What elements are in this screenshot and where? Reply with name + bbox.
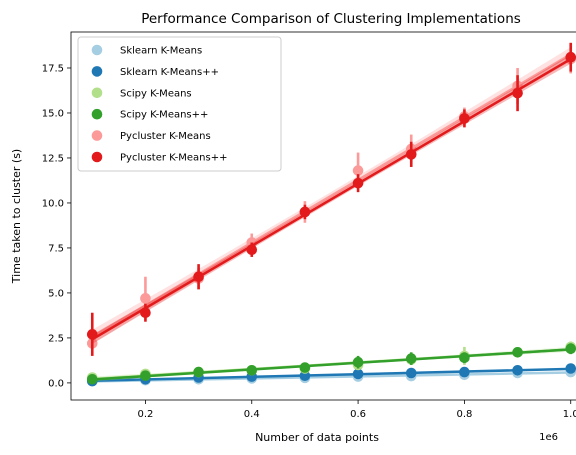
data-point <box>405 367 417 379</box>
x-tick-label: 0.2 <box>137 409 153 420</box>
legend-marker <box>91 108 103 120</box>
plot-frame <box>70 31 576 401</box>
data-point <box>565 51 576 63</box>
regression-line <box>91 53 572 338</box>
data-point <box>512 87 523 99</box>
y-axis-label: Time taken to cluster (s) <box>10 149 23 284</box>
x-tick-label: 0.4 <box>244 409 260 420</box>
y-tick-label: 5.0 <box>48 288 64 299</box>
data-point <box>86 374 98 385</box>
legend-marker <box>91 151 103 163</box>
data-point <box>246 244 258 256</box>
data-point <box>140 293 151 304</box>
data-point <box>193 271 204 283</box>
legend-label: Scipy K-Means++ <box>120 110 208 121</box>
axis-ticks: 0.2 0.4 0.6 0.8 1.0 0.0 2.5 5.0 7.5 10.0 12.5 15.0 1… <box>42 63 576 420</box>
legend-label: Scipy K-Means <box>120 88 192 99</box>
legend: Sklearn K-Means Sklearn K-Means++ Scipy K-… <box>77 36 282 172</box>
legend-marker <box>91 44 103 56</box>
data-point <box>193 366 204 378</box>
x-axis-label: Number of data points <box>255 431 379 444</box>
data-point <box>512 347 523 358</box>
regression-line <box>92 348 571 381</box>
data-point <box>405 149 417 160</box>
y-tick-label: 12.5 <box>42 153 64 164</box>
legend-marker <box>91 66 103 77</box>
data-point <box>352 356 364 368</box>
data-point <box>140 370 151 382</box>
data-point <box>512 365 523 376</box>
data-point <box>299 206 311 218</box>
x-tick-label: 0.8 <box>456 409 472 420</box>
data-point <box>352 177 364 189</box>
data-point <box>565 343 576 355</box>
data-point <box>565 363 576 374</box>
y-tick-label: 10.0 <box>42 198 64 209</box>
data-point <box>459 113 470 124</box>
legend-marker <box>91 87 103 99</box>
data-point <box>405 353 417 364</box>
data-point <box>86 329 98 340</box>
data-point <box>352 368 364 380</box>
legend-label: Sklearn K-Means <box>120 46 202 57</box>
regression-line <box>91 57 572 341</box>
series-3 <box>86 343 576 385</box>
legend-label: Pycluster K-Means++ <box>120 153 227 164</box>
y-tick-label: 2.5 <box>48 333 64 344</box>
data-point <box>140 307 151 319</box>
data-point <box>459 352 470 364</box>
x-tick-label: 0.6 <box>350 409 366 420</box>
y-tick-label: 0.0 <box>48 378 64 389</box>
chart-title: Performance Comparison of Clustering Imp… <box>141 11 521 27</box>
data-point <box>459 366 470 378</box>
plot-area <box>86 42 576 387</box>
regression-line <box>92 367 571 382</box>
y-tick-label: 17.5 <box>42 63 64 74</box>
data-point <box>299 362 311 373</box>
x-tick-label: 1.0 <box>563 409 576 420</box>
legend-label: Pycluster K-Means <box>120 131 211 142</box>
legend-marker <box>91 130 103 141</box>
data-point <box>246 365 258 376</box>
legend-label: Sklearn K-Means++ <box>120 67 219 78</box>
legend-frame <box>77 36 282 172</box>
y-tick-label: 7.5 <box>48 243 64 254</box>
y-tick-label: 15.0 <box>42 108 64 119</box>
series-5 <box>86 42 576 356</box>
x-axis-offset-label: 1e6 <box>539 432 558 443</box>
data-point <box>352 165 364 176</box>
